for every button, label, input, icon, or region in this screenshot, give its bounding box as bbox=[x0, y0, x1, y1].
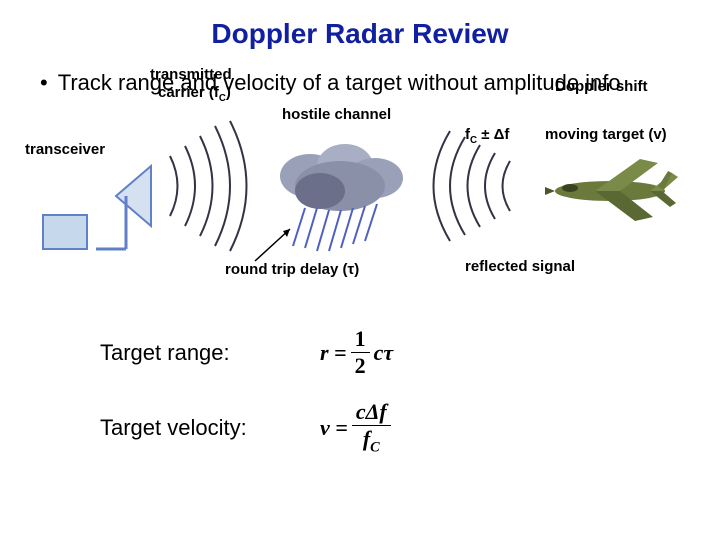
velocity-label: Target velocity: bbox=[100, 415, 320, 441]
formula-velocity: Target velocity: v = cΔf fC bbox=[100, 399, 720, 456]
label-carrier: carrier (fC) bbox=[158, 84, 231, 104]
range-math: r = 1 2 cτ bbox=[320, 326, 393, 379]
arrow-roundtrip bbox=[245, 221, 305, 266]
label-doppler: Doppler shift bbox=[555, 78, 648, 95]
label-reflected: reflected signal bbox=[465, 258, 575, 275]
page-title: Doppler Radar Review bbox=[0, 0, 720, 50]
bullet-text: Track range and velocity of a target wit… bbox=[58, 70, 621, 96]
velocity-num: cΔf bbox=[352, 399, 391, 426]
velocity-den: fC bbox=[359, 426, 384, 456]
range-label: Target range: bbox=[100, 340, 320, 366]
label-carrier-sub: C bbox=[219, 93, 226, 104]
waves-in-icon bbox=[410, 121, 530, 251]
velocity-math: v = cΔf fC bbox=[320, 399, 395, 456]
label-transceiver: transceiver bbox=[25, 141, 105, 158]
transceiver-box bbox=[42, 214, 88, 250]
label-moving: moving target (v) bbox=[545, 126, 667, 143]
range-den: 2 bbox=[351, 353, 370, 379]
label-transmitted: transmitted bbox=[150, 66, 232, 83]
range-frac: 1 2 bbox=[351, 326, 370, 379]
label-carrier-text: carrier (f bbox=[158, 84, 219, 101]
bullet-dot: • bbox=[40, 70, 48, 96]
diagram-area: transmitted carrier (fC) hostile channel… bbox=[0, 96, 720, 316]
range-eq: r = bbox=[320, 340, 347, 366]
label-carrier-close: ) bbox=[226, 84, 231, 101]
antenna-icon bbox=[96, 151, 156, 251]
velocity-den-sub: C bbox=[370, 439, 380, 455]
formula-range: Target range: r = 1 2 cτ bbox=[100, 326, 720, 379]
velocity-frac: cΔf fC bbox=[352, 399, 391, 456]
range-num: 1 bbox=[351, 326, 370, 353]
velocity-eq: v = bbox=[320, 415, 348, 441]
range-rest: cτ bbox=[374, 340, 394, 366]
label-hostile: hostile channel bbox=[282, 106, 391, 123]
formulas-area: Target range: r = 1 2 cτ Target velocity… bbox=[0, 326, 720, 456]
plane-icon bbox=[540, 151, 680, 231]
